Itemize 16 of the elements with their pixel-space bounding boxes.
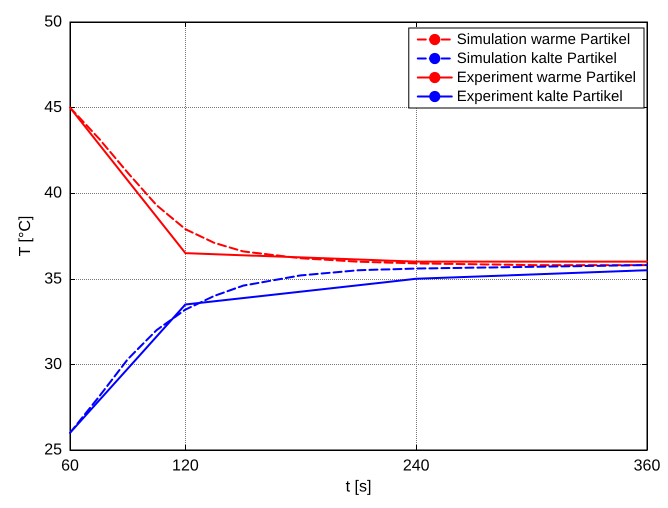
x-tick-label: 240 — [402, 458, 430, 474]
y-tick-label: 35 — [44, 270, 62, 288]
legend-label: Experiment warme Partikel — [456, 69, 636, 86]
y-axis-title: T [°C] — [16, 216, 34, 256]
x-tick-label: 360 — [634, 458, 660, 474]
y-tick-label: 45 — [44, 99, 62, 116]
y-tick-label: 50 — [44, 14, 62, 30]
x-axis-title: t [s] — [346, 478, 372, 496]
legend-label: Simulation warme Partikel — [456, 31, 630, 48]
y-tick-label: 30 — [44, 356, 62, 373]
x-tick-label: 120 — [172, 458, 199, 474]
legend-label: Simulation kalte Partikel — [456, 50, 617, 67]
y-tick-label: 25 — [44, 442, 62, 458]
legend-label: Experiment kalte Partikel — [456, 88, 623, 105]
x-tick-label: 60 — [61, 458, 79, 474]
y-tick-label: 40 — [44, 184, 62, 202]
